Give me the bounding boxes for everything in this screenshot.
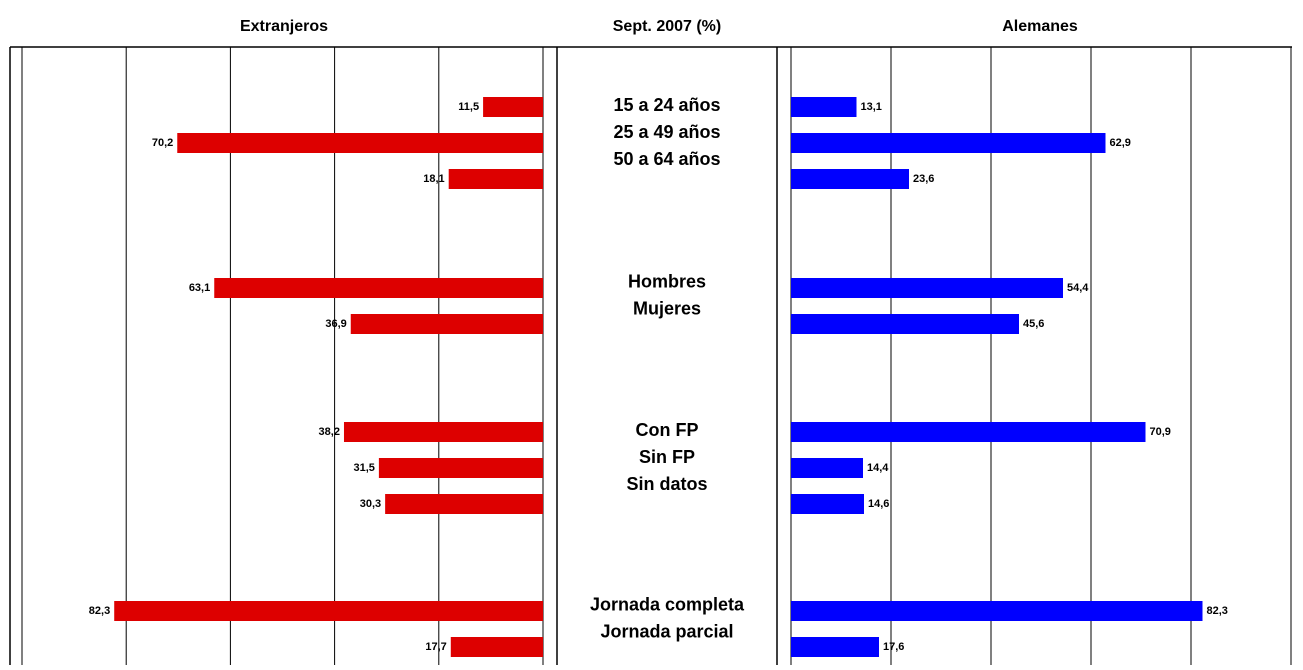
bar — [114, 601, 543, 621]
bar — [214, 278, 543, 298]
bar — [791, 422, 1146, 442]
category-label: Jornada parcial — [600, 621, 733, 641]
bar — [450, 637, 543, 657]
value-label: 14,6 — [868, 498, 889, 510]
category-label: Sin datos — [626, 474, 707, 494]
bar — [385, 494, 543, 514]
value-label: 18,1 — [423, 173, 444, 185]
bar — [791, 601, 1203, 621]
bar — [791, 458, 863, 478]
bar — [448, 169, 543, 189]
value-label: 62,9 — [1110, 137, 1131, 149]
category-label: Jornada completa — [590, 594, 745, 614]
value-label: 70,9 — [1150, 426, 1171, 438]
bar — [483, 97, 543, 117]
value-label: 30,3 — [360, 498, 381, 510]
category-label: 25 a 49 años — [613, 122, 720, 142]
category-label: Sin FP — [639, 447, 695, 467]
value-label: 54,4 — [1067, 282, 1089, 294]
category-label: 15 a 24 años — [613, 95, 720, 115]
value-label: 14,4 — [867, 462, 889, 474]
category-label: Con FP — [636, 420, 699, 440]
value-label: 17,6 — [883, 641, 904, 653]
bar — [791, 314, 1019, 334]
chart-title: Sept. 2007 (%) — [613, 18, 721, 35]
bar — [791, 133, 1106, 153]
value-label: 17,7 — [425, 641, 446, 653]
bar — [791, 278, 1063, 298]
value-label: 38,2 — [319, 426, 340, 438]
category-label: Mujeres — [633, 298, 701, 318]
value-label: 23,6 — [913, 173, 934, 185]
value-label: 36,9 — [325, 318, 346, 330]
value-label: 70,2 — [152, 137, 173, 149]
value-label: 82,3 — [1207, 605, 1228, 617]
series-title: Extranjeros — [240, 18, 328, 35]
value-label: 13,1 — [861, 101, 882, 113]
bar — [791, 637, 879, 657]
value-label: 45,6 — [1023, 318, 1044, 330]
bar — [791, 494, 864, 514]
category-label: Hombres — [628, 271, 706, 291]
bar — [350, 314, 543, 334]
bar — [791, 97, 857, 117]
value-label: 31,5 — [353, 462, 374, 474]
bar — [343, 422, 543, 442]
bar — [378, 458, 543, 478]
value-label: 63,1 — [189, 282, 210, 294]
bar — [177, 133, 543, 153]
category-label: 50 a 64 años — [613, 149, 720, 169]
series-title: Alemanes — [1002, 18, 1078, 35]
value-label: 11,5 — [458, 101, 479, 113]
bar — [791, 169, 909, 189]
value-label: 82,3 — [89, 605, 110, 617]
